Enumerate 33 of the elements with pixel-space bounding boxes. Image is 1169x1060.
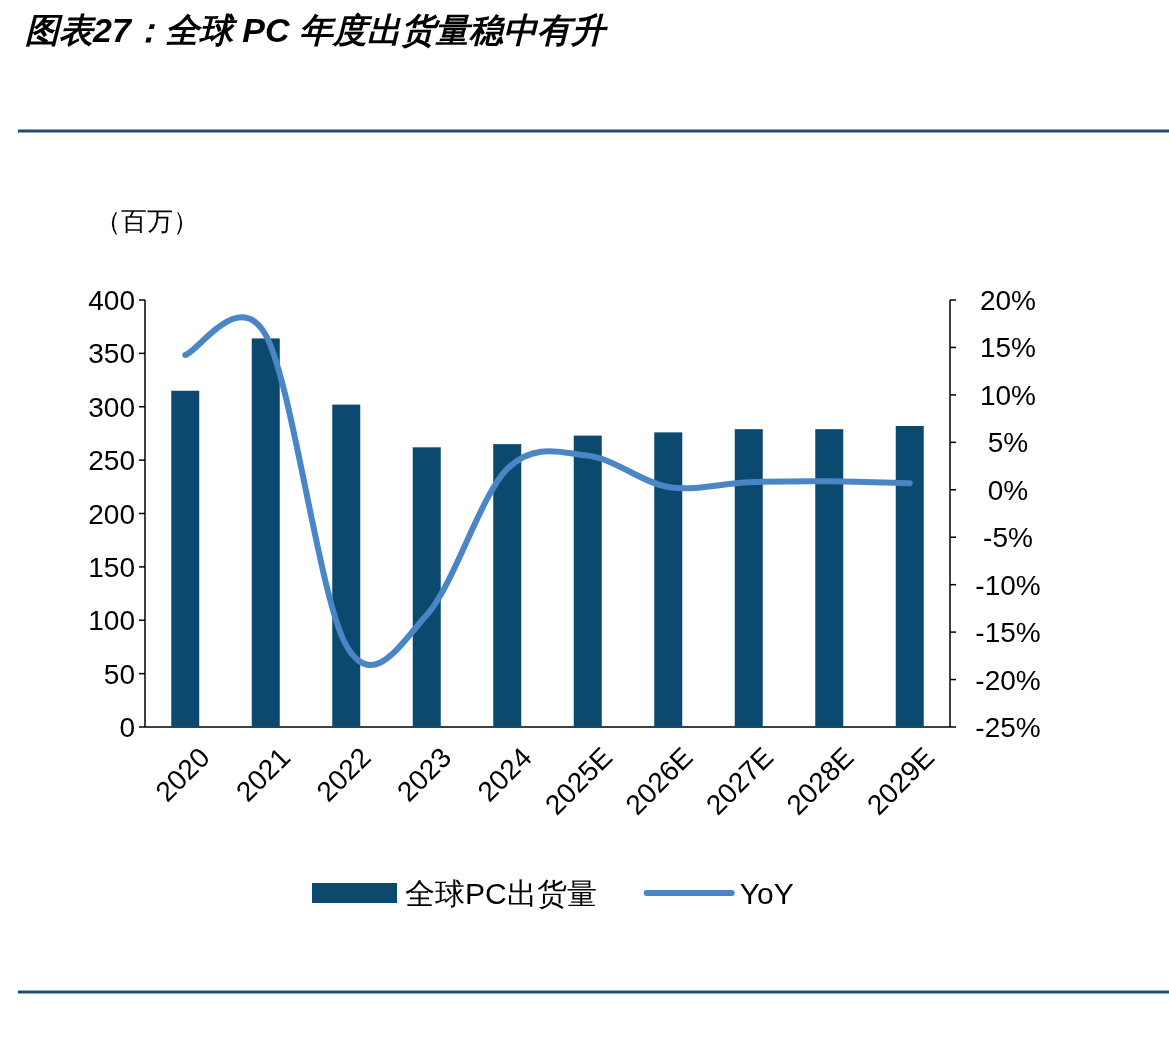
legend-label: 全球PC出货量 [405, 877, 597, 910]
y2-tick-label: 15% [979, 332, 1037, 364]
bar [895, 425, 924, 727]
y2-tick-label: -20% [975, 664, 1041, 696]
y-tick-label: 250 [88, 445, 135, 477]
y2-tick-label: -25% [975, 712, 1041, 743]
y-axis-title: （百万） [95, 206, 199, 236]
y2-tick-label: 0% [987, 474, 1029, 506]
y-tick-label: 0 [119, 712, 135, 743]
bar [171, 390, 200, 727]
bar [654, 432, 683, 727]
y2-tick-label: -15% [975, 617, 1041, 649]
bar [332, 404, 361, 727]
y-tick-label: 50 [103, 658, 135, 690]
y2-tick-label: -10% [975, 569, 1041, 601]
bar [573, 435, 602, 727]
chart-title: 图表27：全球 PC 年度出货量稳中有升 [25, 11, 609, 49]
y-tick-label: 100 [88, 605, 135, 637]
y2-tick-label: -5% [983, 522, 1033, 554]
y-tick-label: 400 [88, 285, 135, 316]
y-tick-label: 200 [88, 498, 135, 530]
y2-tick-label: 10% [979, 379, 1037, 411]
legend-label: YoY [739, 877, 794, 910]
y-tick-label: 300 [88, 391, 135, 423]
bar [734, 429, 763, 727]
bar [412, 447, 441, 727]
y2-tick-label: 5% [987, 427, 1029, 459]
y2-tick-label: 20% [979, 285, 1037, 316]
bar [493, 444, 522, 727]
y-tick-label: 350 [88, 338, 135, 370]
bar [251, 338, 280, 727]
y-tick-label: 150 [88, 551, 135, 583]
bar [815, 429, 844, 727]
